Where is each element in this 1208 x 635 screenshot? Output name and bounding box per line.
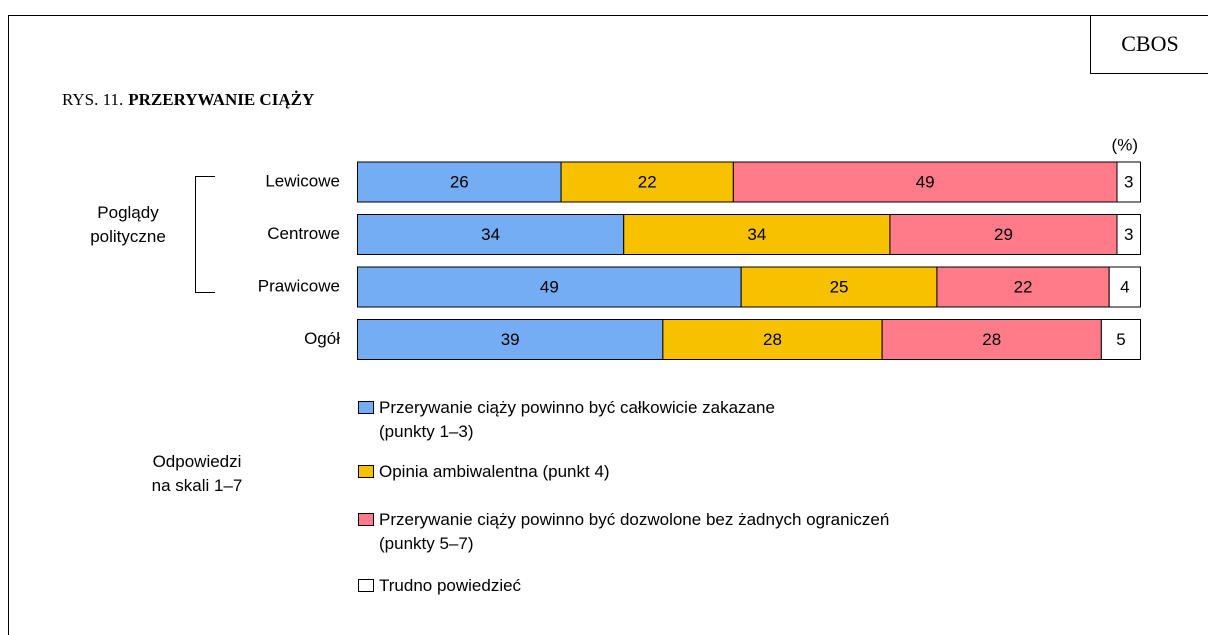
value-label: 49 bbox=[540, 277, 559, 296]
category-label: Prawicowe bbox=[258, 276, 340, 295]
category-label: Lewicowe bbox=[265, 171, 340, 190]
title: RYS. 11. PRZERYWANIE CIĄŻY bbox=[62, 90, 314, 109]
bar-segment bbox=[936, 266, 1110, 308]
value-label: 49 bbox=[916, 172, 935, 191]
value-label: 26 bbox=[450, 172, 469, 191]
bar-segment bbox=[889, 214, 1118, 255]
value-label: 28 bbox=[763, 330, 782, 349]
group-label: Poglądy polityczne bbox=[90, 203, 166, 246]
figure-label: RYS. 11. bbox=[62, 90, 123, 109]
value-label: 3 bbox=[1124, 172, 1133, 191]
bar-segment bbox=[1100, 319, 1141, 360]
legend-label: Przerywanie ciąży powinno być całkowicie… bbox=[379, 398, 775, 441]
value-label: 39 bbox=[501, 330, 520, 349]
value-label: 29 bbox=[994, 225, 1013, 244]
value-label: 34 bbox=[747, 225, 766, 244]
title-text: PRZERYWANIE CIĄŻY bbox=[128, 90, 314, 109]
bar-segment bbox=[1116, 214, 1142, 255]
bar-segment bbox=[357, 266, 742, 308]
value-label: 4 bbox=[1120, 277, 1129, 296]
value-label: 22 bbox=[1014, 277, 1033, 296]
value-label: 22 bbox=[638, 172, 657, 191]
bar-segment bbox=[357, 161, 562, 203]
legend-swatch bbox=[358, 465, 374, 478]
legend-label: Trudno powiedzieć bbox=[379, 576, 522, 595]
bar-segment bbox=[732, 161, 1118, 203]
legend-label: Przerywanie ciąży powinno być dozwolone … bbox=[379, 510, 890, 553]
bar-segment bbox=[357, 214, 625, 255]
bar-segment bbox=[560, 161, 734, 203]
legend-item: Przerywanie ciąży powinno być całkowicie… bbox=[358, 396, 775, 444]
bar-segment bbox=[623, 214, 891, 255]
category-label: Centrowe bbox=[267, 224, 340, 243]
bar-segment bbox=[881, 319, 1102, 360]
legend-label: Opinia ambiwalentna (punkt 4) bbox=[379, 462, 610, 481]
legend-item: Opinia ambiwalentna (punkt 4) bbox=[358, 460, 610, 484]
category-label: Ogół bbox=[304, 329, 340, 348]
value-label: 25 bbox=[830, 277, 849, 296]
source-box bbox=[1090, 15, 1208, 74]
legend-swatch bbox=[358, 579, 374, 592]
source: CBOS bbox=[1121, 31, 1178, 56]
legend-swatch bbox=[358, 513, 374, 526]
bar-segment bbox=[357, 319, 664, 360]
unit-label: (%) bbox=[1112, 135, 1138, 154]
group-bracket bbox=[195, 176, 215, 293]
value-label: 5 bbox=[1116, 330, 1125, 349]
legend-item: Przerywanie ciąży powinno być dozwolone … bbox=[358, 508, 889, 556]
frame bbox=[8, 15, 1208, 635]
legend-item: Trudno powiedzieć bbox=[358, 574, 521, 598]
legend-title: Odpowiedzi na skali 1–7 bbox=[151, 452, 243, 495]
value-label: 34 bbox=[481, 225, 500, 244]
legend-swatch bbox=[358, 401, 374, 414]
bar-segment bbox=[1108, 266, 1142, 308]
bar-segment bbox=[740, 266, 938, 308]
bar-segment bbox=[1116, 161, 1142, 203]
value-label: 3 bbox=[1124, 225, 1133, 244]
value-label: 28 bbox=[982, 330, 1001, 349]
